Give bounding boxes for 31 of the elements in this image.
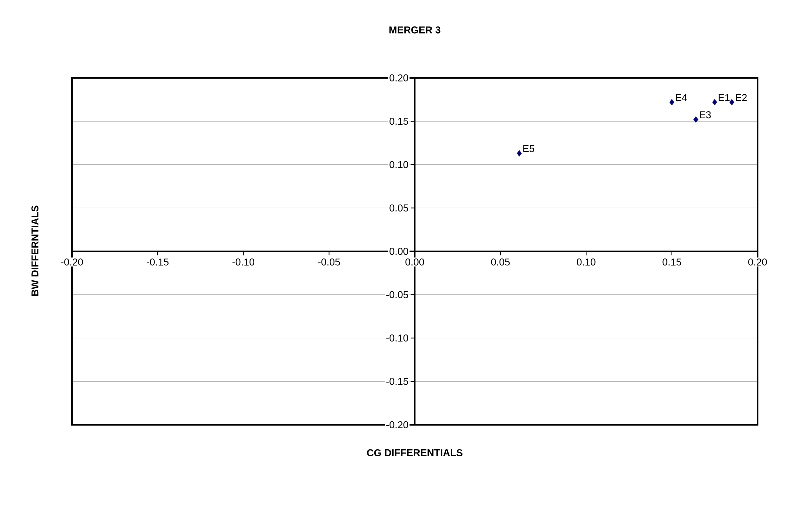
y-tick-label: 0.10: [390, 161, 408, 168]
x-tick-label: -0.15: [146, 258, 169, 266]
point: [694, 116, 699, 123]
point: [730, 99, 735, 106]
x-tick-label: -0.10: [232, 258, 255, 266]
x-tick-label: 0.20: [748, 258, 768, 266]
annotation: E1: [718, 94, 730, 102]
x-tick-label: -0.05: [318, 258, 340, 266]
y-tick-label: -0.05: [386, 291, 408, 298]
point: [712, 99, 718, 106]
y-tick-label: -0.10: [386, 334, 408, 342]
x-tick-label: -0.20: [61, 258, 84, 266]
y-tick-label: 0.20: [390, 74, 408, 82]
point: [517, 150, 522, 157]
x-tick-label: 0.10: [577, 258, 596, 266]
y-tick-label: 0.05: [390, 204, 408, 212]
y-tick-label: 0.15: [390, 118, 408, 125]
annotation: E5: [524, 145, 535, 152]
annotation: E2: [736, 94, 747, 102]
annotation: E3: [700, 111, 712, 119]
y-tick-label: 0.00: [390, 248, 408, 256]
y-tick-label: -0.20: [386, 421, 408, 428]
x-tick-label: 0.00: [406, 258, 424, 266]
y-axis-title: BW DIFFERNTIALS: [32, 206, 39, 296]
chart-title: MERGER 3: [390, 26, 441, 34]
x-tick-label: 0.05: [491, 258, 510, 266]
x-axis-title: CG DIFFERENTIALS: [367, 449, 463, 456]
x-tick-label: 0.15: [662, 258, 682, 266]
point: [670, 99, 675, 106]
y-tick-label: -0.15: [386, 378, 408, 386]
annotation: E4: [676, 94, 688, 102]
